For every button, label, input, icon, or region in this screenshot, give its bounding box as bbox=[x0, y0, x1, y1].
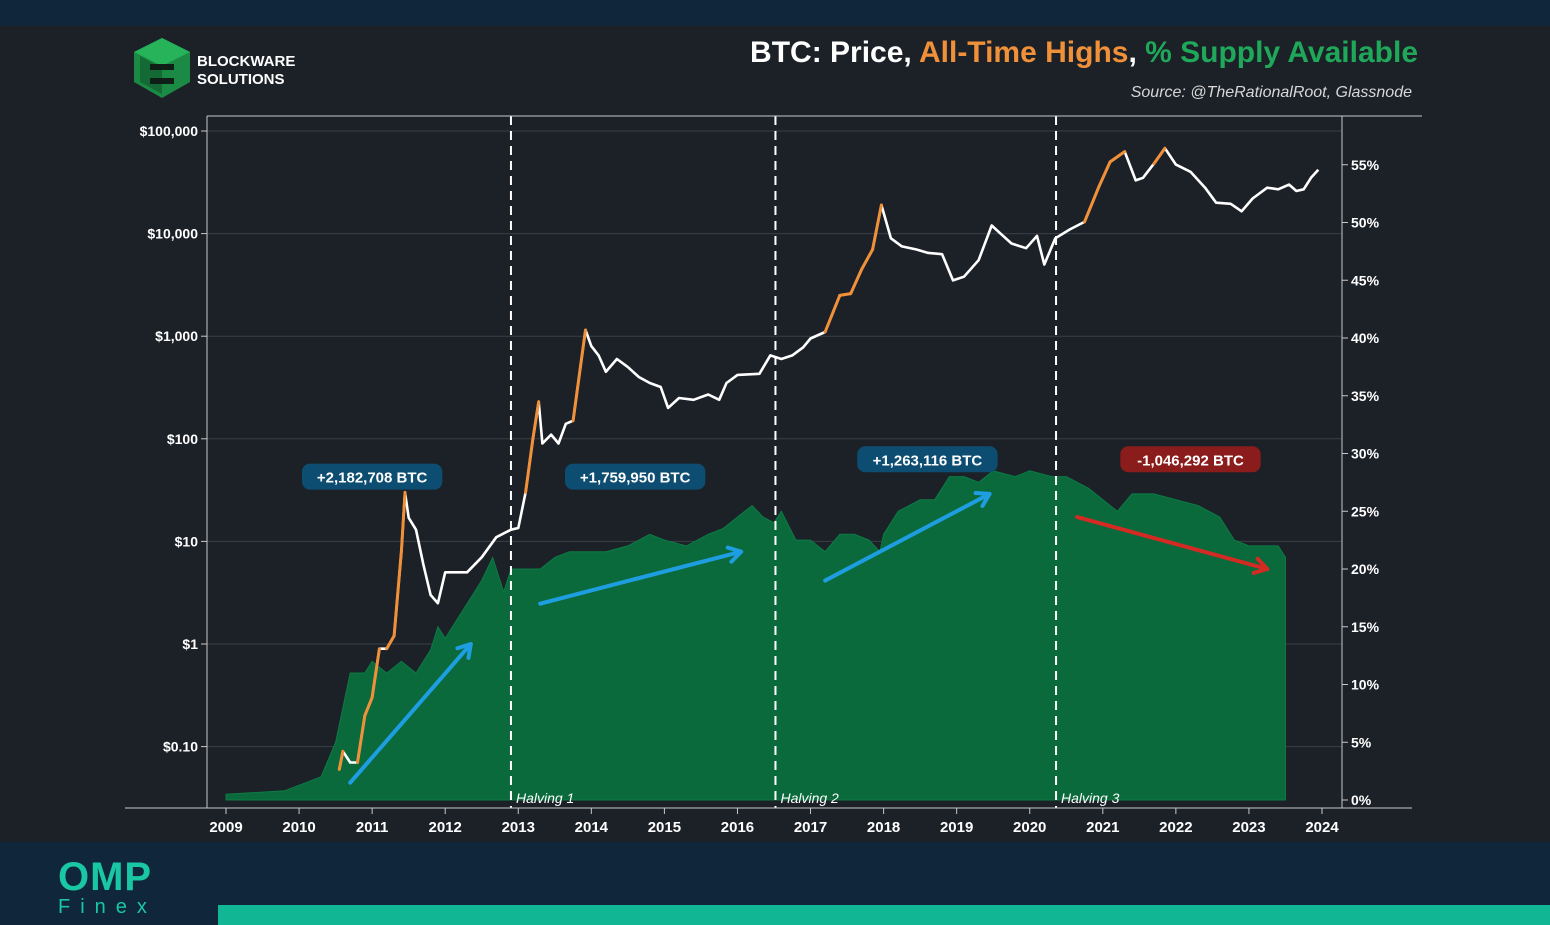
trend-arrow-shaft bbox=[538, 549, 744, 606]
y-right-tick-label: 50% bbox=[1351, 215, 1380, 231]
title-part-ath: All-Time Highs bbox=[919, 36, 1128, 69]
blockware-logo: BLOCKWARE SOLUTIONS bbox=[134, 38, 295, 98]
y-left-tick-label: $100,000 bbox=[140, 123, 199, 139]
halving-label: Halving 3 bbox=[1061, 790, 1120, 806]
x-tick-label: 2021 bbox=[1086, 819, 1119, 836]
x-tick-label: 2010 bbox=[282, 819, 315, 836]
y-left-tick-label: $1 bbox=[182, 636, 198, 652]
supply-area bbox=[225, 470, 1286, 801]
footer-bar bbox=[218, 905, 1550, 925]
trend-arrow-head bbox=[1251, 556, 1270, 575]
price-line-layer bbox=[337, 146, 1320, 771]
y-right-tick-label: 45% bbox=[1351, 272, 1380, 288]
y-right-tick-label: 30% bbox=[1351, 446, 1380, 462]
halving-label: Halving 2 bbox=[780, 790, 839, 806]
y-right-tick-label: 55% bbox=[1351, 157, 1380, 173]
x-tick-label: 2013 bbox=[502, 819, 535, 836]
title-part-price: BTC: Price, bbox=[750, 36, 919, 69]
ath-segment bbox=[838, 292, 853, 297]
btc-change-label: +1,263,116 BTC bbox=[873, 452, 983, 469]
chart-panel: BLOCKWARE SOLUTIONS BTC: Price, All-Time… bbox=[0, 26, 1550, 842]
btc-change-badge bbox=[1120, 446, 1261, 473]
trend-arrow-shaft bbox=[348, 642, 473, 785]
btc-change-badge bbox=[301, 463, 443, 490]
y-left-tick-label: $0.10 bbox=[163, 739, 198, 755]
blockware-logo-icon bbox=[134, 38, 190, 98]
y-right-tick-label: 25% bbox=[1351, 503, 1380, 519]
btc-change-label: -1,046,292 BTC bbox=[1137, 452, 1244, 469]
ath-segment bbox=[1152, 146, 1167, 166]
y-right-tick-label: 40% bbox=[1351, 330, 1380, 346]
y-right-tick-label: 0% bbox=[1351, 792, 1372, 808]
halving-lines-layer: Halving 1 Halving 2 Halving 3 bbox=[509, 116, 1120, 808]
ath-segment bbox=[363, 696, 374, 718]
ath-segment bbox=[399, 490, 407, 553]
ath-segment bbox=[385, 634, 396, 651]
ath-segment bbox=[578, 328, 587, 369]
ath-segment bbox=[823, 293, 842, 334]
x-tick-label: 2012 bbox=[429, 819, 462, 836]
btc-change-label: +2,182,708 BTC bbox=[317, 470, 428, 487]
ath-segment bbox=[1083, 184, 1101, 224]
y-right-tick-label: 10% bbox=[1351, 677, 1380, 693]
x-tick-label: 2016 bbox=[721, 819, 754, 836]
x-tick-label: 2023 bbox=[1232, 819, 1265, 836]
x-tick-label: 2011 bbox=[356, 819, 389, 836]
x-tick-label: 2015 bbox=[648, 819, 681, 836]
y-left-tick-label: $10 bbox=[175, 533, 199, 549]
x-tick-label: 2014 bbox=[575, 819, 609, 836]
y-left-tick-label: $10,000 bbox=[147, 226, 198, 242]
axes-layer: $100,000 $10,000 $1,000 $100 $10 $1 $0.10 0% 5% 1… bbox=[125, 115, 1422, 836]
x-tick-label: 2009 bbox=[209, 819, 242, 836]
y-left-tick-label: $100 bbox=[167, 431, 198, 447]
logo-line2: SOLUTIONS bbox=[197, 71, 285, 88]
chart-subtitle: Source: @TheRationalRoot, Glassnode bbox=[1131, 84, 1412, 101]
ath-segment bbox=[849, 267, 864, 296]
y-left-tick-label: $1,000 bbox=[155, 328, 198, 344]
arrows-layer bbox=[348, 491, 1270, 785]
trend-arrow-head bbox=[725, 545, 744, 564]
ath-segment bbox=[1097, 160, 1112, 188]
btc-chart: BLOCKWARE SOLUTIONS BTC: Price, All-Time… bbox=[125, 36, 1422, 836]
trend-arrow-shaft bbox=[1075, 515, 1270, 571]
title-part-supply: % Supply Available bbox=[1145, 36, 1418, 69]
x-tick-label: 2019 bbox=[940, 819, 973, 836]
x-tick-label: 2018 bbox=[867, 819, 900, 836]
trend-arrow-head bbox=[973, 491, 992, 508]
ath-segment bbox=[337, 749, 345, 771]
brand-name: OMP bbox=[58, 855, 153, 899]
y-right-tick-label: 5% bbox=[1351, 734, 1372, 750]
y-right-tick-label: 35% bbox=[1351, 388, 1380, 404]
ath-segment bbox=[370, 647, 381, 700]
supply-area-layer bbox=[225, 470, 1286, 801]
annotations-layer: +2,182,708 BTC +1,759,950 BTC +1,263,116 B… bbox=[301, 446, 1261, 490]
btc-change-badge bbox=[564, 463, 706, 490]
logo-line1: BLOCKWARE bbox=[197, 53, 295, 70]
x-tick-label: 2017 bbox=[794, 819, 827, 836]
ath-segment bbox=[356, 714, 367, 764]
y-right-tick-label: 15% bbox=[1351, 619, 1380, 635]
ath-segment bbox=[860, 248, 875, 271]
price-line bbox=[338, 146, 1320, 770]
x-tick-label: 2024 bbox=[1305, 819, 1339, 836]
title-part-comma: , bbox=[1128, 36, 1145, 69]
ath-segment bbox=[1108, 150, 1127, 164]
trend-arrow-head bbox=[455, 642, 473, 660]
ath-segment bbox=[871, 203, 883, 251]
btc-change-badge bbox=[857, 446, 998, 473]
omp-finex-brand: OMP Finex bbox=[58, 855, 157, 918]
x-tick-label: 2020 bbox=[1013, 819, 1046, 836]
ath-segment bbox=[392, 549, 403, 638]
ath-segment bbox=[531, 400, 541, 441]
ath-segment bbox=[571, 365, 582, 423]
halving-label: Halving 1 bbox=[516, 790, 574, 806]
brand-sub: Finex bbox=[58, 896, 157, 918]
trend-arrow-shaft bbox=[823, 491, 992, 583]
ath-segment bbox=[524, 437, 535, 494]
y-right-tick-label: 20% bbox=[1351, 561, 1380, 577]
chart-title: BTC: Price, All-Time Highs, % Supply Ava… bbox=[750, 36, 1418, 69]
x-tick-label: 2022 bbox=[1159, 819, 1192, 836]
btc-change-label: +1,759,950 BTC bbox=[580, 470, 691, 487]
